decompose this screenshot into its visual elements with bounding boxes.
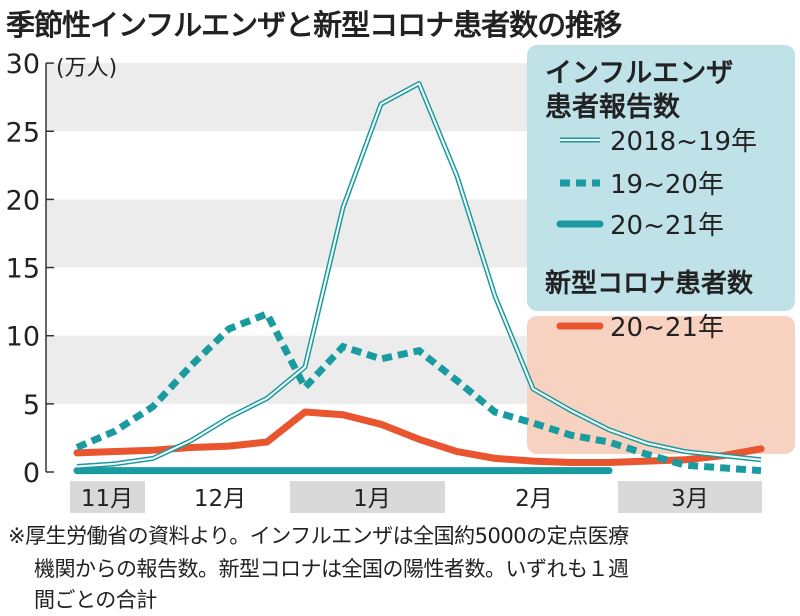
legend-heading: インフルエンザ xyxy=(545,58,733,89)
footnote-line-1: ※厚生労働省の資料より。インフルエンザは全国約5000の定点医療 xyxy=(8,524,629,548)
y-tick-label: 30 xyxy=(6,49,40,80)
y-tick-label: 20 xyxy=(6,185,40,216)
y-tick-label: 15 xyxy=(6,254,40,285)
x-month-label: 11月 xyxy=(81,486,133,512)
legend-label: 20~21年 xyxy=(610,313,724,343)
legend-heading: 患者報告数 xyxy=(545,92,681,123)
month-band xyxy=(618,481,762,513)
y-tick-label: 10 xyxy=(6,322,40,353)
legend-label: 20~21年 xyxy=(610,211,724,241)
y-axis-unit: (万人) xyxy=(56,56,117,81)
legend-label: 19~20年 xyxy=(610,170,724,200)
month-band xyxy=(290,481,445,513)
x-month-label: 2月 xyxy=(515,486,553,512)
footnote-line-2: 機関からの報告数。新型コロナは全国の陽性者数。いずれも１週 xyxy=(34,557,629,581)
legend-label: 2018~19年 xyxy=(610,127,757,157)
footnote-line-3: 間ごとの合計 xyxy=(34,588,157,612)
y-tick-label: 25 xyxy=(6,117,40,148)
x-month-label: 3月 xyxy=(671,486,709,512)
x-month-label: 12月 xyxy=(194,486,246,512)
y-tick-label: 5 xyxy=(23,390,40,421)
chart-title: 季節性インフルエンザと新型コロナ患者数の推移 xyxy=(6,8,622,42)
legend-box-influenza xyxy=(527,45,795,311)
y-tick-label: 0 xyxy=(23,458,40,489)
month-band xyxy=(70,481,145,513)
x-month-label: 1月 xyxy=(353,486,391,512)
legend-heading: 新型コロナ患者数 xyxy=(545,268,754,299)
